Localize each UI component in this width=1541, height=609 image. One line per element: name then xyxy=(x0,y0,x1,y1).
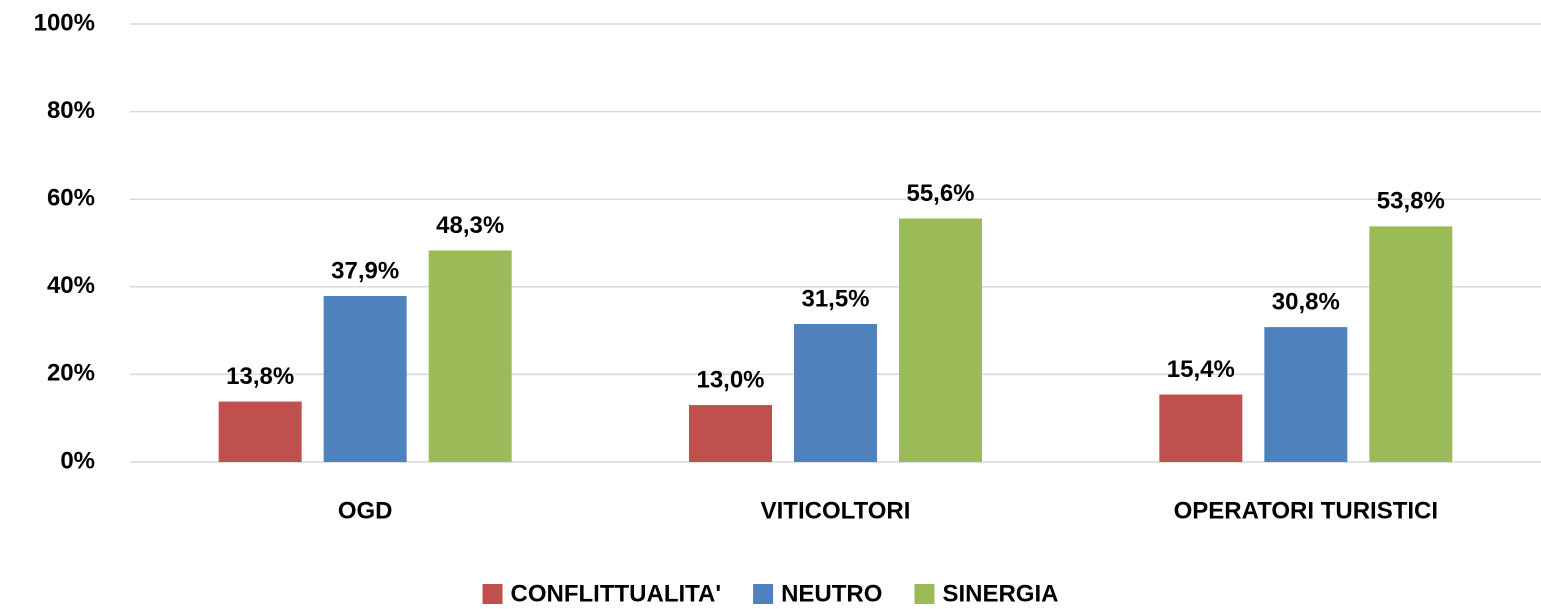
y-tick-label: 20% xyxy=(47,360,95,387)
value-label: 48,3% xyxy=(436,212,504,239)
x-tick-label: OGD xyxy=(338,497,393,524)
bar xyxy=(899,218,982,462)
bar xyxy=(1264,327,1348,462)
x-tick-label: OPERATORI TURISTICI xyxy=(1174,497,1438,524)
legend-swatch xyxy=(482,584,503,604)
y-tick-label: 40% xyxy=(47,272,95,299)
bar xyxy=(218,401,302,462)
legend-label: CONFLITTUALITA' xyxy=(511,580,722,607)
bar xyxy=(794,324,877,462)
legend-swatch xyxy=(753,584,774,604)
bar xyxy=(689,405,772,462)
bar xyxy=(323,295,407,462)
value-label: 55,6% xyxy=(906,180,974,207)
legend-label: NEUTRO xyxy=(781,580,882,607)
legend-label: SINERGIA xyxy=(942,580,1058,607)
legend-swatch xyxy=(914,584,935,604)
value-label: 53,8% xyxy=(1377,188,1445,215)
value-label: 30,8% xyxy=(1272,288,1340,315)
value-label: 37,9% xyxy=(331,257,399,284)
bar xyxy=(428,250,512,462)
y-tick-label: 60% xyxy=(47,185,95,212)
value-label: 13,8% xyxy=(226,363,294,390)
value-label: 15,4% xyxy=(1167,356,1235,383)
value-label: 13,0% xyxy=(696,366,764,393)
y-tick-label: 0% xyxy=(60,447,95,474)
y-tick-label: 80% xyxy=(47,97,95,124)
bar xyxy=(1369,226,1453,462)
x-tick-label: VITICOLTORI xyxy=(761,497,911,524)
y-tick-label: 100% xyxy=(34,9,95,36)
bar xyxy=(1159,394,1243,462)
value-label: 31,5% xyxy=(801,285,869,312)
